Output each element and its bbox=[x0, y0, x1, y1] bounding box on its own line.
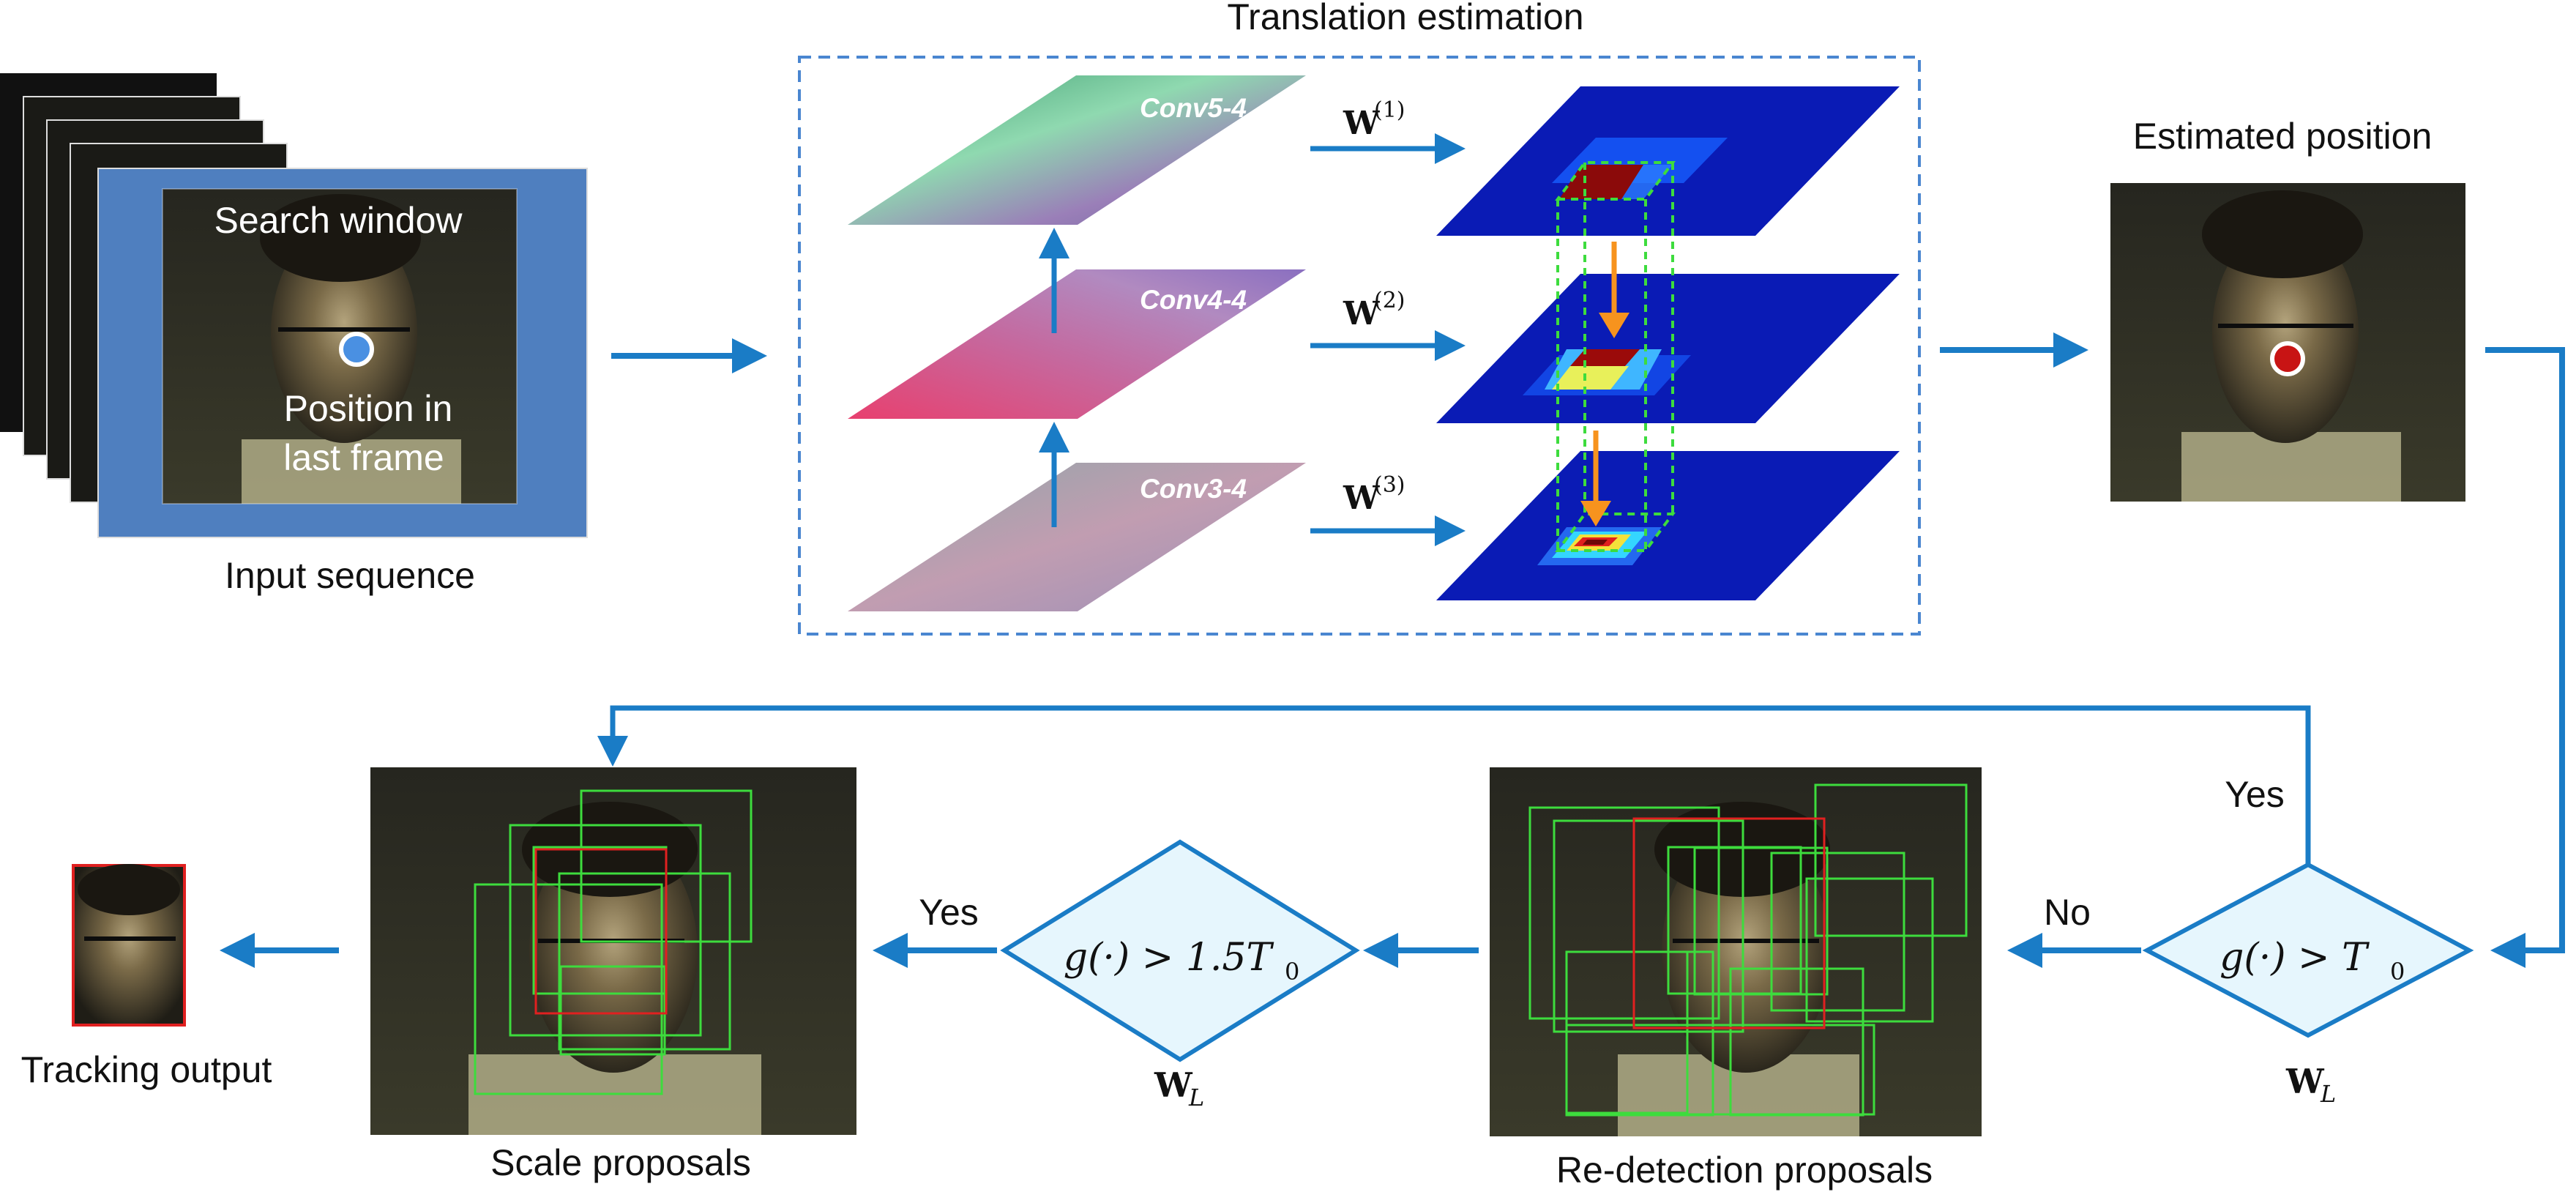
decision-weight: W bbox=[2285, 1062, 2325, 1101]
decision-diamond bbox=[2142, 862, 2474, 1038]
decision-subscript: 0 bbox=[1285, 958, 1299, 986]
response-map-2 bbox=[1436, 274, 1900, 423]
translation-title: Translation estimation bbox=[1227, 0, 1583, 37]
decision-threshold-t0: g(·) > T 0 W L Yes No bbox=[2044, 774, 2474, 1108]
red-proposal-box bbox=[1632, 817, 1826, 1029]
scale-proposals: Scale proposals bbox=[370, 767, 856, 1183]
weight-w3: W (3) bbox=[1343, 472, 1405, 517]
svg-text:W: W bbox=[1343, 295, 1380, 332]
conv4-4-feature-map bbox=[848, 269, 1306, 419]
decision-subscript: 0 bbox=[2390, 958, 2405, 986]
no-label: No bbox=[2044, 892, 2091, 933]
flow-arrow bbox=[2485, 347, 2565, 968]
svg-text:(3): (3) bbox=[1374, 472, 1405, 498]
redetection-proposals: Re-detection proposals bbox=[1490, 767, 1982, 1191]
conv4-4-label: Conv4-4 bbox=[1140, 285, 1247, 315]
decision-threshold-1-5t0: g(·) > 1.5T 0 W L Yes bbox=[919, 839, 1360, 1111]
yes-label: Yes bbox=[919, 892, 979, 933]
translation-estimation-panel: Translation estimation Conv5-4 Conv4-4 C… bbox=[798, 0, 1921, 636]
yes-label: Yes bbox=[2225, 774, 2285, 815]
green-proposal-boxes bbox=[1528, 783, 1968, 1117]
response-map-3 bbox=[1436, 451, 1900, 600]
projection-box bbox=[1555, 161, 1676, 552]
scale-caption: Scale proposals bbox=[490, 1142, 751, 1183]
decision-condition: g(·) > 1.5T bbox=[1064, 936, 1274, 980]
red-proposal-box bbox=[534, 848, 668, 1015]
redetection-caption: Re-detection proposals bbox=[1556, 1150, 1933, 1191]
svg-text:W: W bbox=[1343, 480, 1380, 517]
estimated-position-title: Estimated position bbox=[2133, 116, 2433, 157]
conv5-4-feature-map bbox=[848, 75, 1306, 225]
position-label-line2: last frame bbox=[283, 437, 444, 478]
estimated-position: Estimated position bbox=[2110, 116, 2465, 502]
tracking-output-caption: Tracking output bbox=[21, 1049, 272, 1090]
search-window-label: Search window bbox=[214, 200, 463, 241]
search-window-box bbox=[162, 188, 518, 504]
svg-text:W: W bbox=[1343, 105, 1380, 142]
translation-dashed-box bbox=[798, 56, 1921, 636]
input-sequence: Search window Position in last frame Inp… bbox=[0, 73, 588, 596]
decision-condition: g(·) > T bbox=[2220, 936, 2370, 980]
decision-diamond bbox=[1000, 839, 1360, 1062]
decision-weight-subscript: L bbox=[1188, 1084, 1204, 1111]
weight-w2: W (2) bbox=[1343, 288, 1405, 332]
decision-weight: W bbox=[1154, 1065, 1193, 1105]
last-position-marker bbox=[339, 332, 374, 367]
yes-loop-arrow bbox=[597, 705, 2311, 865]
svg-text:(1): (1) bbox=[1374, 97, 1405, 123]
weight-w1: W (1) bbox=[1343, 97, 1405, 142]
conv3-4-label: Conv3-4 bbox=[1140, 474, 1247, 504]
conv5-4-label: Conv5-4 bbox=[1140, 93, 1247, 123]
estimated-position-marker bbox=[2270, 341, 2305, 376]
decision-weight-subscript: L bbox=[2320, 1080, 2336, 1108]
green-proposal-boxes bbox=[474, 789, 753, 1095]
position-label-line1: Position in bbox=[284, 388, 453, 429]
svg-text:(2): (2) bbox=[1374, 288, 1405, 313]
tracking-output: Tracking output bbox=[21, 864, 272, 1090]
conv3-4-feature-map bbox=[848, 463, 1306, 611]
input-sequence-caption: Input sequence bbox=[225, 555, 475, 596]
